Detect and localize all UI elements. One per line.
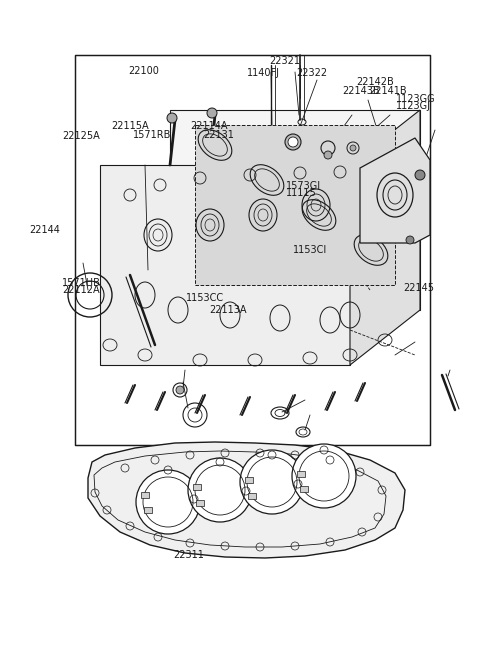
Polygon shape [100,165,350,365]
Bar [75,55,430,445]
Bar [300,486,308,492]
Text: 11115: 11115 [286,188,317,198]
Text: 1571RB: 1571RB [132,129,171,140]
Bar [193,484,201,490]
Circle shape [167,113,177,123]
Circle shape [288,137,298,147]
Bar [196,500,204,506]
Bar [144,507,152,513]
Circle shape [406,236,414,244]
Text: 1153CI: 1153CI [293,244,327,255]
Bar [248,493,256,499]
Circle shape [415,170,425,180]
Polygon shape [170,110,420,310]
Circle shape [136,470,200,534]
Text: 22113A: 22113A [209,305,247,315]
Circle shape [176,386,184,394]
Bar [297,471,305,477]
Bar [245,477,253,483]
Polygon shape [195,125,395,285]
Bar [141,492,149,498]
Text: 1123GJ: 1123GJ [396,101,431,112]
Text: 1123GG: 1123GG [396,94,436,104]
Text: 22115A: 22115A [111,121,149,131]
Circle shape [324,151,332,159]
Text: 22322: 22322 [296,68,327,78]
Circle shape [285,134,301,150]
Text: 22311: 22311 [173,549,204,560]
Text: 22145: 22145 [403,283,434,294]
Text: 22142B: 22142B [356,77,394,87]
Circle shape [350,145,356,151]
Text: 1153CC: 1153CC [186,293,224,304]
Text: 1573GI: 1573GI [286,181,321,191]
Polygon shape [88,442,405,558]
Text: 22321: 22321 [269,56,300,66]
Text: 22112A: 22112A [62,285,100,296]
Text: 22125A: 22125A [62,131,100,141]
Text: 22141B: 22141B [369,85,407,96]
Text: 22143B: 22143B [342,85,379,96]
Polygon shape [360,138,430,243]
Circle shape [240,450,304,514]
Circle shape [292,444,356,508]
Circle shape [207,108,217,118]
Text: 22100: 22100 [129,66,159,76]
Text: 22131: 22131 [204,129,234,140]
Text: 22114A: 22114A [191,121,228,131]
Text: 1571HB: 1571HB [62,277,101,288]
Text: 1140FJ: 1140FJ [247,68,279,78]
Circle shape [188,458,252,522]
Text: 22144: 22144 [29,225,60,235]
Polygon shape [350,110,420,365]
